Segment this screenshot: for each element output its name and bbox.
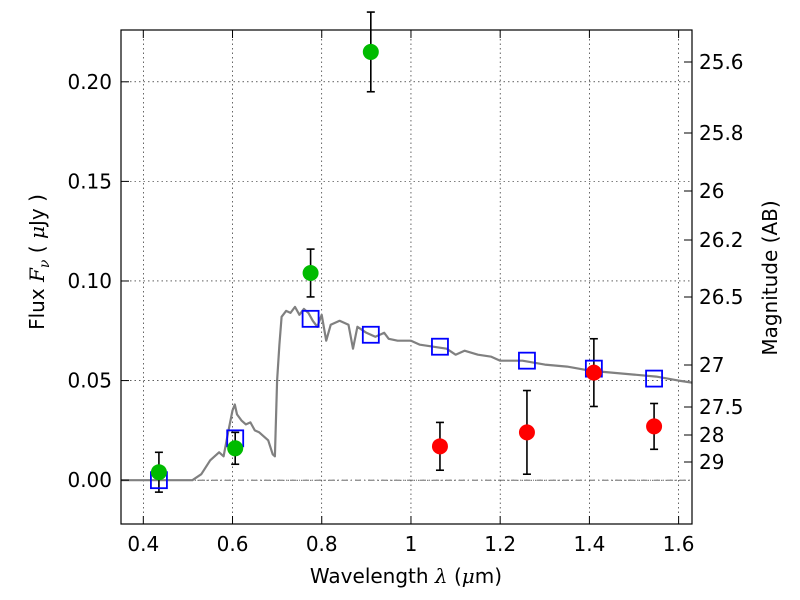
mag-tick-label: 26.5 — [699, 285, 744, 309]
y2-axis-label: Magnitude (AB) — [758, 200, 782, 355]
model-photometry-square — [518, 351, 536, 370]
mag-tick-label: 26.2 — [699, 228, 744, 252]
x-tick-label: 1 — [405, 532, 418, 556]
y-tick-label: 0.05 — [67, 369, 112, 393]
green-data-point — [362, 43, 379, 60]
mag-tick-label: 28 — [699, 423, 724, 447]
mag-tick-label: 27.5 — [699, 395, 744, 419]
x-tick-label: 1.6 — [663, 532, 695, 556]
model-photometry-square — [301, 309, 320, 328]
data-markers — [150, 43, 663, 490]
plot-frame — [120, 29, 693, 525]
y-axis-label: Flux Fν ( μJy ) — [25, 194, 53, 330]
y-tick-label: 0.10 — [67, 269, 112, 293]
red-data-point — [431, 438, 448, 455]
red-data-point — [646, 418, 663, 435]
x-tick-label: 0.4 — [127, 532, 159, 556]
x-tick-label: 0.8 — [306, 532, 338, 556]
x-tick-label: 1.2 — [484, 532, 516, 556]
mag-tick-label: 27 — [699, 353, 724, 377]
y-tick-label: 0.00 — [67, 468, 112, 492]
x-axis-label: Wavelength λ (μm) — [310, 564, 502, 588]
x-tick-label: 1.4 — [573, 532, 605, 556]
template-spectrum-layer — [121, 305, 693, 482]
x-tick-label: 0.6 — [217, 532, 249, 556]
red-data-point — [518, 424, 535, 441]
y-tick-label: 0.15 — [67, 169, 112, 193]
green-data-point — [227, 440, 244, 457]
mag-tick-label: 26 — [699, 179, 724, 203]
template-spectrum-line — [121, 305, 693, 482]
mag-tick-label: 25.8 — [699, 121, 744, 145]
y-tick-label: 0.20 — [67, 70, 112, 94]
red-data-point — [585, 364, 602, 381]
grid — [121, 30, 692, 524]
model-photometry-square — [645, 369, 663, 388]
plot-border — [120, 29, 693, 525]
green-data-point — [302, 265, 319, 282]
model-photometry-square — [431, 337, 449, 356]
axis-ticks: 0.4 0.6 0.8 1 1.2 1.4 1.6 0.00 0.05 0.10 0.15 0.20 2… — [67, 30, 744, 556]
green-data-point — [150, 464, 167, 481]
mag-tick-label: 29 — [699, 450, 724, 474]
mag-tick-label: 25.6 — [699, 50, 744, 74]
model-photometry-square — [361, 325, 380, 344]
